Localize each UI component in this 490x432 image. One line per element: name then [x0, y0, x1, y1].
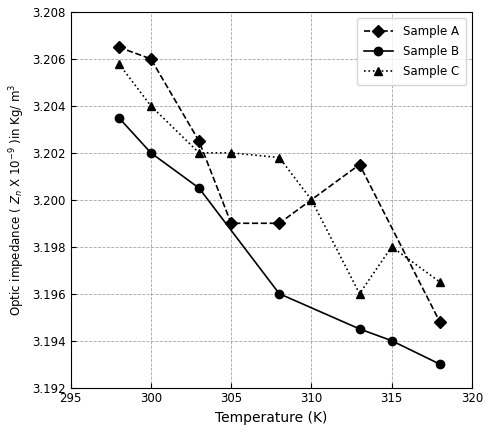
Sample C — [148, 103, 154, 108]
Sample A — [228, 221, 234, 226]
Sample B — [276, 291, 282, 296]
Line: Sample A: Sample A — [115, 43, 444, 326]
Line: Sample B: Sample B — [115, 114, 444, 368]
Y-axis label: Optic impedance ( $Z_n$ X 10$^{-9}$ )in Kg/ m$^3$: Optic impedance ( $Z_n$ X 10$^{-9}$ )in … — [7, 83, 26, 316]
X-axis label: Temperature (K): Temperature (K) — [215, 411, 327, 425]
Sample C — [116, 61, 122, 66]
Line: Sample C: Sample C — [115, 60, 444, 298]
Sample B — [357, 326, 363, 331]
Sample A — [116, 44, 122, 50]
Sample B — [389, 338, 394, 343]
Sample A — [357, 162, 363, 167]
Sample C — [437, 280, 443, 285]
Sample B — [148, 150, 154, 156]
Sample C — [308, 197, 314, 202]
Sample C — [228, 150, 234, 156]
Legend: Sample A, Sample B, Sample C: Sample A, Sample B, Sample C — [357, 18, 466, 85]
Sample C — [389, 244, 394, 249]
Sample C — [196, 150, 202, 156]
Sample A — [196, 139, 202, 144]
Sample A — [437, 319, 443, 324]
Sample B — [196, 185, 202, 191]
Sample B — [437, 362, 443, 367]
Sample B — [116, 115, 122, 120]
Sample A — [148, 56, 154, 61]
Sample C — [276, 155, 282, 160]
Sample A — [276, 221, 282, 226]
Sample C — [357, 291, 363, 296]
